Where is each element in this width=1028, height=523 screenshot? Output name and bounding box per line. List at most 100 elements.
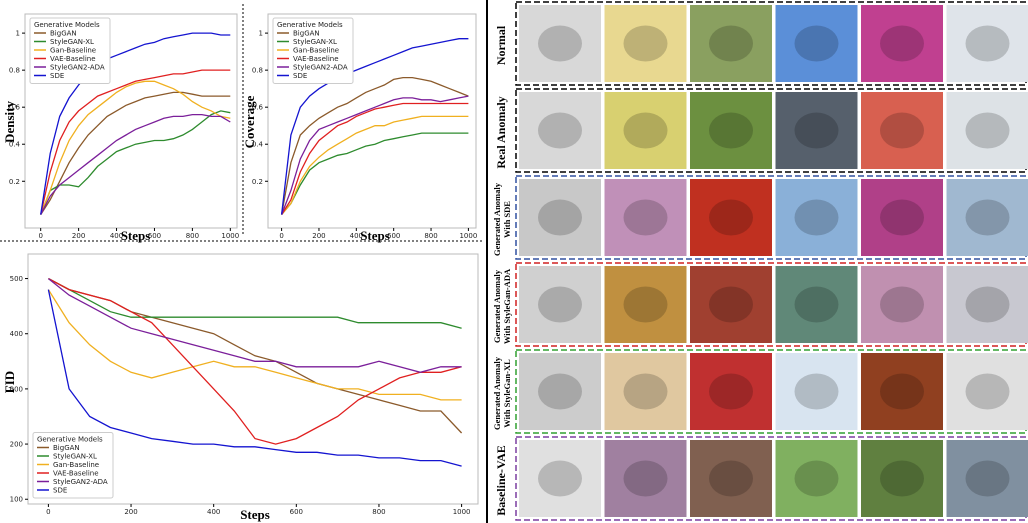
x-tick-label: 800 [186, 232, 199, 240]
line-series [40, 32, 231, 215]
x-axis-label: Steps [121, 228, 151, 243]
image [690, 440, 772, 517]
x-axis-label: Steps [240, 507, 270, 522]
x-tick-label: 800 [424, 232, 437, 240]
x-tick-label: 200 [72, 232, 85, 240]
x-tick-label: 0 [38, 232, 42, 240]
x-tick-label: 1000 [459, 232, 477, 240]
legend-title: Generative Models [34, 21, 100, 29]
x-tick-label: 400 [110, 232, 123, 240]
legend-title: Generative Models [37, 436, 103, 444]
row-label: With StyleGan-XL [502, 359, 512, 428]
image-subject [709, 112, 753, 149]
plot-frame [24, 13, 238, 229]
line-series [47, 289, 462, 467]
image-subject [538, 199, 582, 236]
image-subject [965, 199, 1010, 236]
legend-label: Gan-Baseline [293, 47, 339, 55]
line-series [281, 132, 469, 216]
row-label: Baseline-VAE [494, 445, 508, 515]
image-subject [538, 460, 582, 497]
image-subject [538, 25, 582, 62]
image-subject [880, 112, 924, 149]
image-subject [623, 112, 668, 149]
y-tick-label: 0.4 [9, 141, 21, 149]
image [690, 5, 772, 82]
line-series [281, 115, 469, 216]
y-tick-label: 0.6 [9, 104, 21, 112]
legend-box [32, 432, 114, 499]
image [861, 5, 943, 82]
y-tick-label: 0.6 [252, 104, 264, 112]
image [604, 266, 687, 343]
legend-label: VAE-Baseline [293, 55, 339, 63]
legend-label: StyleGAN-XL [50, 38, 94, 46]
image [690, 266, 772, 343]
image [861, 179, 943, 256]
x-tick-label: 600 [148, 232, 161, 240]
y-tick-label: 300 [10, 385, 23, 393]
x-tick-label: 1000 [453, 508, 471, 516]
image-subject [709, 199, 753, 236]
image-subject [623, 373, 668, 410]
line-series [47, 289, 462, 401]
image [946, 353, 1028, 430]
legend-label: StyleGAN2-ADA [293, 64, 348, 72]
legend-label: BigGAN [50, 30, 77, 38]
legend-label: VAE-Baseline [50, 55, 96, 63]
line-series [47, 278, 462, 373]
y-tick-label: 0.8 [252, 67, 263, 75]
row-label: With StyleGan-ADA [502, 268, 512, 344]
image-subject [965, 286, 1010, 323]
image-subject [794, 112, 839, 149]
image [946, 440, 1028, 517]
legend-label: StyleGAN-XL [293, 38, 337, 46]
image-subject [965, 373, 1010, 410]
image [604, 92, 687, 169]
image-subject [623, 286, 668, 323]
plot-frame [27, 253, 479, 505]
line-series [280, 38, 469, 215]
image-subject [623, 25, 668, 62]
image-subject [965, 112, 1010, 149]
image [775, 440, 858, 517]
row-label: With SDE [502, 201, 512, 238]
y-tick-label: 500 [10, 275, 23, 283]
line-series [40, 113, 231, 215]
image [775, 266, 858, 343]
legend-title: Generative Models [277, 21, 343, 29]
y-tick-label: 100 [10, 496, 23, 504]
y-axis-label: Coverage [242, 95, 257, 148]
image-subject [880, 373, 924, 410]
image-subject [623, 199, 668, 236]
image [946, 266, 1028, 343]
image-subject [794, 286, 839, 323]
image-subject [709, 286, 753, 323]
image-subject [538, 286, 582, 323]
line-series [40, 110, 231, 215]
x-tick-label: 800 [372, 508, 385, 516]
image-subject [794, 199, 839, 236]
image-subject [709, 460, 753, 497]
y-tick-label: 0.8 [9, 67, 20, 75]
row-label: Real Anomaly [494, 96, 508, 168]
image-subject [794, 460, 839, 497]
x-tick-label: 1000 [221, 232, 239, 240]
y-tick-label: 0.2 [252, 178, 263, 186]
image-subject [794, 373, 839, 410]
image [861, 92, 943, 169]
image-subject [623, 460, 668, 497]
x-tick-label: 400 [350, 232, 363, 240]
y-tick-label: 400 [10, 330, 23, 338]
legend-label: StyleGAN2-ADA [50, 64, 105, 72]
line-series [40, 91, 231, 215]
y-axis-label: Density [2, 101, 17, 143]
x-axis-label: Steps [360, 228, 390, 243]
line-series [40, 69, 231, 215]
image [604, 353, 687, 430]
y-axis-label: FID [2, 371, 17, 393]
line-series [48, 278, 462, 445]
line-series [48, 278, 463, 434]
